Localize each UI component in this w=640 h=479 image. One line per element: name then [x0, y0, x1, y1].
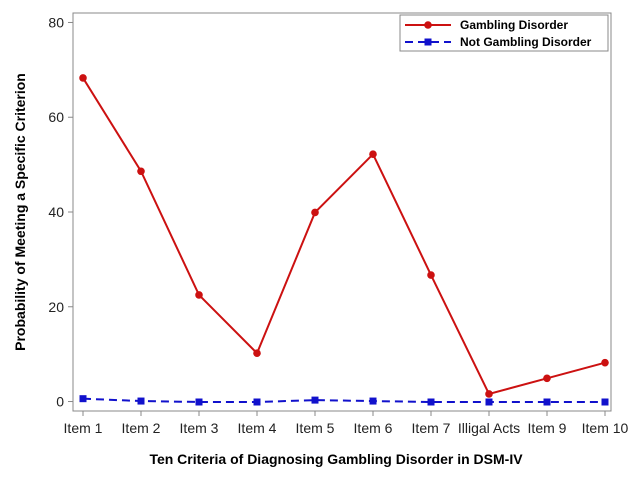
data-point	[543, 374, 551, 383]
x-tick-label: Item 4	[238, 420, 277, 436]
data-point	[137, 397, 145, 405]
data-point	[601, 358, 609, 367]
legend-label: Not Gambling Disorder	[460, 35, 592, 49]
y-tick-label: 60	[48, 109, 64, 125]
x-axis-title: Ten Criteria of Diagnosing Gambling Diso…	[149, 451, 523, 467]
x-tick-label: Item 5	[296, 420, 335, 436]
x-tick-label: Item 9	[528, 420, 567, 436]
legend-label: Gambling Disorder	[460, 18, 568, 32]
data-point	[543, 398, 551, 406]
data-point	[195, 398, 203, 406]
x-tick-label: Item 3	[180, 420, 219, 436]
series-layer	[79, 74, 609, 406]
y-axis-title: Probability of Meeting a Specific Criter…	[12, 73, 28, 351]
x-axis: Item 1 Item 2 Item 3 Item 4 Item 5 Item 6 Item…	[64, 411, 629, 436]
legend-marker	[424, 21, 432, 29]
data-point	[195, 291, 203, 299]
x-tick-label: Item 6	[354, 420, 393, 436]
data-point	[311, 396, 319, 404]
data-point	[79, 395, 87, 403]
data-point	[427, 398, 435, 406]
y-tick-label: 80	[48, 14, 64, 30]
y-tick-label: 40	[48, 204, 64, 220]
y-axis: 0 20 40 60 80	[48, 14, 73, 410]
data-point	[137, 167, 145, 176]
x-tick-label: Item 1	[64, 420, 103, 436]
data-point	[369, 397, 377, 405]
y-tick-label: 20	[48, 299, 64, 315]
data-point	[253, 349, 261, 357]
series-line	[82, 77, 606, 396]
y-tick-label: 0	[56, 394, 64, 410]
data-point	[601, 398, 609, 406]
legend-box	[399, 14, 609, 52]
series-line	[82, 397, 605, 403]
x-tick-label: Item 7	[412, 420, 451, 436]
data-point	[311, 208, 319, 217]
data-point	[253, 398, 261, 406]
x-tick-label: Item 10	[582, 420, 629, 436]
legend: Gambling Disorder Not Gambling Disorder	[399, 14, 609, 52]
data-point	[485, 390, 493, 398]
legend-marker	[424, 38, 432, 46]
plot-frame	[72, 12, 612, 412]
data-point	[485, 398, 493, 406]
x-tick-label: Illigal Acts	[458, 420, 520, 436]
data-point	[427, 271, 435, 279]
data-point	[369, 150, 377, 158]
x-tick-label: Item 2	[122, 420, 161, 436]
data-point	[79, 74, 87, 82]
